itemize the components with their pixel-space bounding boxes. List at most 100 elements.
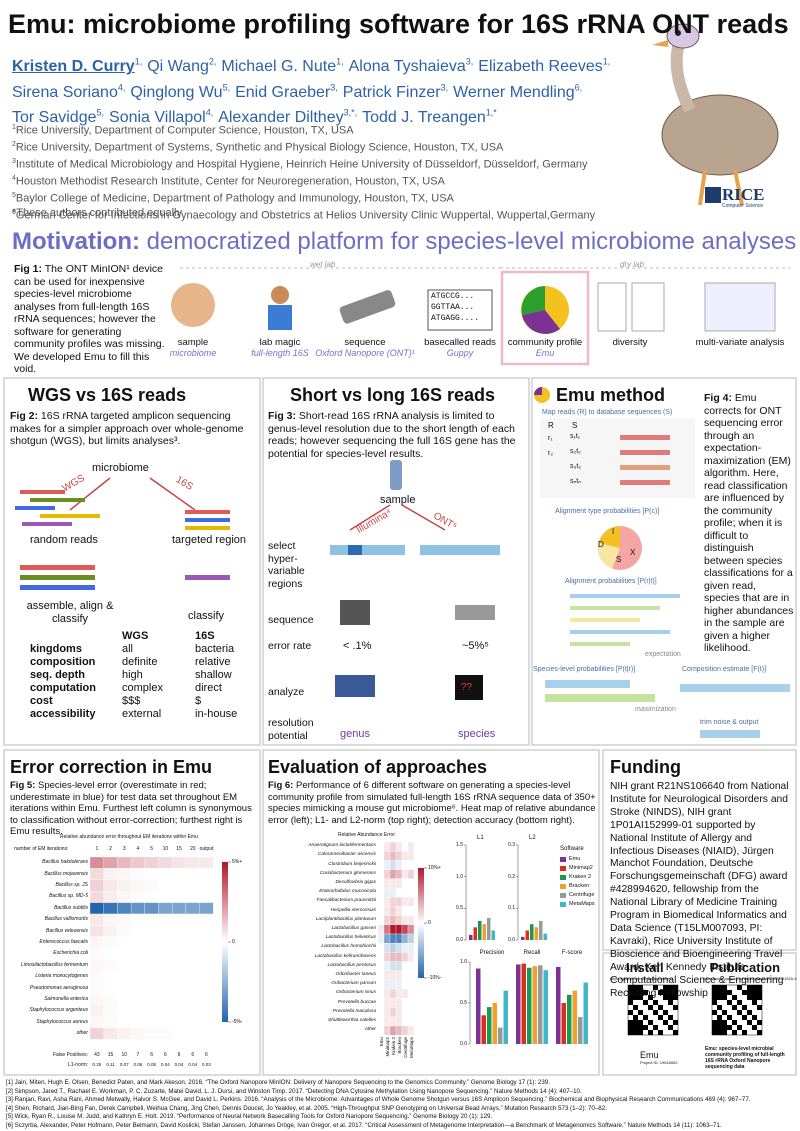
step-label: sample [177, 337, 209, 348]
pie-label: I [612, 527, 615, 536]
section-heading: Evaluation of approaches [268, 757, 488, 777]
tick-label: 0.1 [508, 905, 515, 912]
laptop [335, 675, 375, 697]
author: Enid Graeber3, [235, 82, 338, 100]
heatmap-cell [407, 887, 415, 898]
heatmap-cell [117, 948, 132, 960]
heatmap-cell [172, 925, 187, 937]
bar [478, 921, 482, 940]
qr-cell [712, 990, 717, 995]
table-cell: direct [195, 682, 222, 694]
row-label: False Positives: [52, 1052, 88, 1058]
qr-cell [628, 1010, 633, 1015]
legend-label: Kraken 2 [569, 874, 592, 880]
legend-label: Minimap2 [569, 865, 593, 871]
tick-label: 1.5 [456, 842, 463, 848]
heatmap-cell [199, 868, 214, 880]
table-cell: definite [122, 656, 158, 668]
diversity-icon [597, 282, 627, 332]
map-box [540, 418, 695, 498]
heatmap-cell [401, 961, 409, 971]
heatmap-cell [117, 1027, 132, 1040]
column-label: Bracken [397, 1037, 402, 1054]
axis-label: number of EM iterations: [14, 846, 69, 852]
qr-cell [737, 1000, 742, 1005]
author: Werner Mendling6, [453, 82, 582, 100]
row-label: Enterorhabdus mucosicola [319, 889, 376, 895]
label: s₂t₂ [570, 448, 581, 455]
bar [620, 465, 670, 470]
step-sub: full-length 16S [251, 348, 309, 358]
heatmap-cell [185, 913, 200, 926]
qr-cell [663, 990, 668, 995]
heatmap-cell [172, 993, 187, 1006]
heatmap-cell [395, 933, 403, 944]
affiliation-text: Houston Methodist Research Institute, Ce… [15, 175, 445, 188]
row-label: Prevotella maculosa [332, 1008, 376, 1014]
heatmap-cell [389, 952, 397, 962]
row-label: Lactobacillus gasseri [331, 926, 376, 931]
heatmap-cell [383, 979, 391, 990]
qr-cell [673, 990, 678, 995]
label: ?? [461, 682, 473, 693]
heatmap-cell [401, 869, 409, 879]
qr-cell [717, 1020, 722, 1025]
gene [420, 545, 500, 555]
heatmap-cell [401, 970, 409, 981]
heatmap-cell [144, 925, 159, 937]
heatmap-cell [130, 879, 145, 892]
row-label: Lactiplantibacillus plantarum [315, 916, 376, 922]
heatmap-cell [199, 925, 214, 937]
heatmap-cell [395, 979, 403, 990]
heatmap-cell [199, 936, 214, 949]
read [185, 510, 230, 514]
qr-cell [643, 1015, 648, 1020]
reference: [2] Simpson, Jared T., Rachael E. Workma… [6, 1087, 582, 1095]
label: Alignment type probabilities [P(c)] [555, 508, 660, 515]
heatmap-cell [407, 869, 415, 879]
label: S [572, 421, 578, 430]
heatmap-cell [130, 936, 145, 949]
qr-cell [722, 990, 727, 995]
fig-label: Fig 5: [10, 780, 36, 791]
reference: [4] Shen, Richard, Jian-Bing Fan, Derek … [6, 1104, 607, 1112]
heatmap-cell [158, 948, 173, 960]
mascot-eye [675, 30, 681, 36]
row-label: Calorarnenibacter ascensis [317, 852, 376, 858]
heatmap-cell [89, 902, 104, 915]
qr-cell [747, 1020, 752, 1025]
row-label: Prevotella buccae [337, 999, 376, 1005]
heatmap-cell [383, 906, 391, 916]
row-label: Desulfovibrio gigas [335, 880, 376, 885]
table-cell: external [122, 708, 162, 720]
heatmap-cell [89, 936, 104, 949]
heatmap-cell [89, 948, 104, 960]
project-id: Project ID: 19616062 [640, 1060, 678, 1065]
heatmap-cell [144, 879, 159, 892]
fig-text: Emu corrects for ONT sequencing error th… [704, 392, 794, 654]
author-name: Qinglong Wu [130, 83, 223, 101]
heatmap-cell [377, 841, 385, 852]
author-name: Michael G. Nute [221, 58, 337, 76]
heatmap-cell [144, 1027, 159, 1040]
heatmap-cell [144, 902, 159, 915]
heatmap-cell [377, 952, 385, 962]
heatmap-cell [117, 913, 132, 926]
heatmap-cell [395, 943, 403, 953]
heatmap-cell [89, 1016, 104, 1029]
bar [545, 694, 655, 702]
row-header: composition [30, 656, 96, 668]
heatmap-cell [144, 891, 159, 903]
label: < .1% [343, 640, 372, 652]
heatmap-cell [407, 933, 415, 944]
heatmap-cell [172, 1005, 187, 1017]
legend-label: Emu [569, 856, 581, 862]
heatmap-cell [377, 860, 385, 870]
heatmap-cell [185, 970, 200, 983]
heatmap-cell [103, 948, 118, 960]
heatmap-cell [383, 860, 391, 870]
author-name: Qi Wang [147, 58, 209, 76]
colorbar-label: -10%- [428, 975, 442, 981]
label: Composition estimate [F(t)] [682, 666, 767, 673]
affiliations: 1Rice University, Department of Computer… [12, 121, 652, 223]
